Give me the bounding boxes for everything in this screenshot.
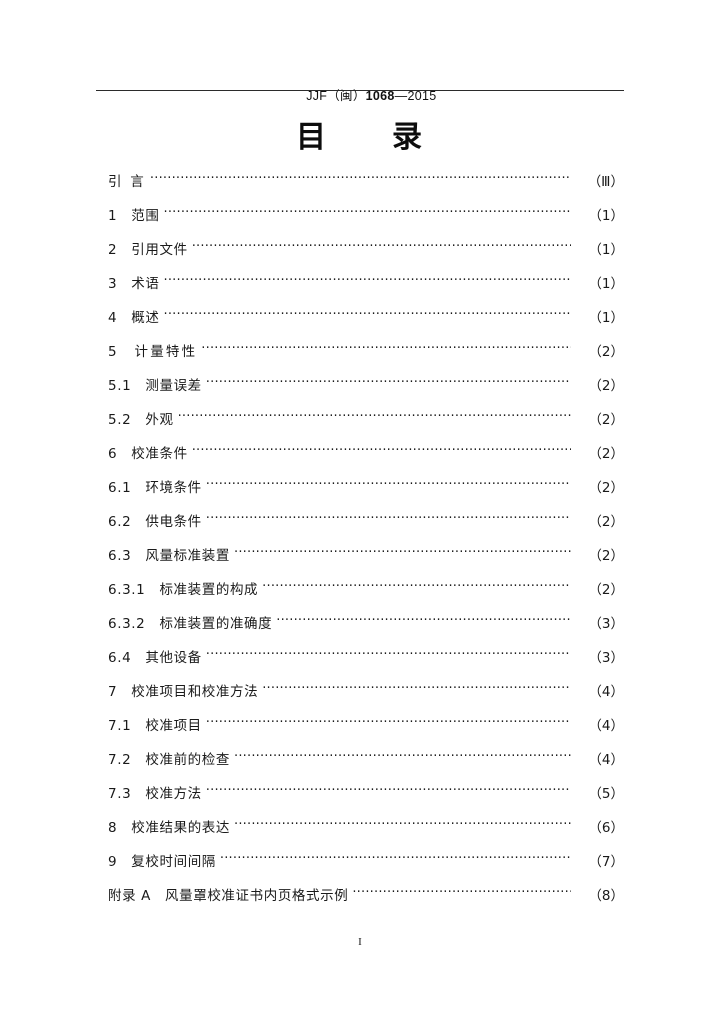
toc-entry-page-number: （2） — [588, 548, 624, 564]
toc-entry[interactable]: 7 校准项目和校准方法 （4） — [108, 680, 624, 714]
header-prefix: JJF（闽） — [306, 89, 366, 103]
toc-entry-page-number: （1） — [588, 208, 624, 224]
toc-entry-page-number: （Ⅲ） — [587, 174, 624, 190]
toc-entry[interactable]: 6.3.1 标准装置的构成 （2） — [108, 578, 624, 612]
toc-entry-label: 6 校准条件 — [108, 446, 188, 462]
toc-entry-page-number: （2） — [588, 480, 624, 496]
toc-entry[interactable]: 4 概述 （1） — [108, 306, 624, 340]
toc-entry[interactable]: 1 范围 （1） — [108, 204, 624, 238]
toc-entry-label: 7.2 校准前的检查 — [108, 752, 230, 768]
toc-entry-label: 3 术语 — [108, 276, 160, 292]
toc-entry-label: 2 引用文件 — [108, 242, 188, 258]
page-title: 目 录 — [296, 120, 424, 155]
toc-entry-label: 6.4 其他设备 — [108, 650, 202, 666]
toc-dot-leader — [262, 581, 571, 594]
toc-dot-leader — [178, 411, 571, 424]
toc-dot-leader — [164, 309, 572, 322]
toc-entry-page-number: （1） — [588, 242, 624, 258]
toc-entry[interactable]: 6.3.2 标准装置的准确度 （3） — [108, 612, 624, 646]
toc-dot-leader — [201, 343, 571, 356]
toc-entry-label: 附录 A 风量罩校准证书内页格式示例 — [108, 888, 349, 904]
header-year: —2015 — [394, 89, 437, 103]
toc-entry[interactable]: 7.2 校准前的检查 （4） — [108, 748, 624, 782]
toc-entry-page-number: （3） — [588, 616, 624, 632]
toc-entry-page-number: （5） — [588, 786, 624, 802]
toc-entry-page-number: （6） — [588, 820, 624, 836]
toc-entry-label: 4 概述 — [108, 310, 160, 326]
toc-dot-leader — [192, 241, 571, 254]
toc-entry-label: 6.3.2 标准装置的准确度 — [108, 616, 273, 632]
toc-dot-leader — [262, 683, 571, 696]
toc-entry[interactable]: 7.1 校准项目 （4） — [108, 714, 624, 748]
toc-dot-leader — [234, 819, 571, 832]
toc-entry-page-number: （4） — [588, 718, 624, 734]
toc-entry-page-number: （7） — [588, 854, 624, 870]
toc-entry[interactable]: 6.2 供电条件 （2） — [108, 510, 624, 544]
toc-entry-label: 7.1 校准项目 — [108, 718, 202, 734]
toc-entry[interactable]: 8 校准结果的表达 （6） — [108, 816, 624, 850]
toc-entry-label: 引 言 — [108, 174, 146, 190]
toc-entry-page-number: （1） — [588, 310, 624, 326]
toc-entry[interactable]: 7.3 校准方法 （5） — [108, 782, 624, 816]
header-divider-rule — [96, 90, 624, 91]
toc-entry[interactable]: 附录 A 风量罩校准证书内页格式示例 （8） — [108, 884, 624, 918]
toc-dot-leader — [164, 275, 572, 288]
toc-dot-leader — [206, 717, 571, 730]
toc-entry-page-number: （8） — [588, 888, 624, 904]
toc-dot-leader — [192, 445, 571, 458]
toc-dot-leader — [150, 173, 571, 186]
toc-entry[interactable]: 引 言 （Ⅲ） — [108, 170, 624, 204]
toc-dot-leader — [206, 377, 571, 390]
toc-entry-page-number: （3） — [588, 650, 624, 666]
toc-entry-page-number: （2） — [588, 514, 624, 530]
toc-entry-label: 6.3.1 标准装置的构成 — [108, 582, 259, 598]
toc-entry[interactable]: 6.3 风量标准装置 （2） — [108, 544, 624, 578]
toc-entry-label: 7.3 校准方法 — [108, 786, 202, 802]
table-of-contents: 引 言 （Ⅲ） 1 范围 （1） 2 引用文件 （1） 3 术语 （1） 4 概述 （1） 5 计量… — [108, 170, 624, 918]
toc-entry-page-number: （2） — [588, 446, 624, 462]
toc-entry-page-number: （2） — [588, 582, 624, 598]
toc-entry-label: 5.2 外观 — [108, 412, 174, 428]
toc-entry-label: 1 范围 — [108, 208, 160, 224]
toc-dot-leader — [206, 785, 571, 798]
toc-entry-page-number: （2） — [588, 412, 624, 428]
toc-dot-leader — [206, 649, 571, 662]
toc-entry-page-number: （1） — [588, 276, 624, 292]
toc-entry-label: 5 计量特性 — [108, 344, 198, 360]
toc-entry-label: 6.3 风量标准装置 — [108, 548, 230, 564]
toc-entry[interactable]: 5.2 外观 （2） — [108, 408, 624, 442]
toc-dot-leader — [352, 887, 571, 900]
toc-entry-page-number: （4） — [588, 684, 624, 700]
footer-page-number: I — [358, 936, 362, 948]
toc-entry[interactable]: 5.1 测量误差 （2） — [108, 374, 624, 408]
toc-entry-page-number: （2） — [588, 344, 624, 360]
toc-entry-label: 6.1 环境条件 — [108, 480, 202, 496]
toc-entry[interactable]: 6.4 其他设备 （3） — [108, 646, 624, 680]
toc-entry[interactable]: 6 校准条件 （2） — [108, 442, 624, 476]
toc-entry-label: 5.1 测量误差 — [108, 378, 202, 394]
header-code-number: 1068 — [365, 89, 395, 103]
toc-dot-leader — [206, 479, 571, 492]
toc-dot-leader — [276, 615, 571, 628]
toc-entry-page-number: （4） — [588, 752, 624, 768]
toc-dot-leader — [234, 547, 571, 560]
toc-entry[interactable]: 6.1 环境条件 （2） — [108, 476, 624, 510]
toc-entry-label: 6.2 供电条件 — [108, 514, 202, 530]
toc-entry-label: 8 校准结果的表达 — [108, 820, 230, 836]
toc-entry[interactable]: 9 复校时间间隔 （7） — [108, 850, 624, 884]
toc-entry[interactable]: 2 引用文件 （1） — [108, 238, 624, 272]
toc-entry[interactable]: 3 术语 （1） — [108, 272, 624, 306]
running-header: JJF（闽）1068—2015 — [96, 71, 624, 119]
toc-entry-label: 9 复校时间间隔 — [108, 854, 216, 870]
toc-entry[interactable]: 5 计量特性 （2） — [108, 340, 624, 374]
toc-entry-label: 7 校准项目和校准方法 — [108, 684, 259, 700]
toc-dot-leader — [220, 853, 571, 866]
toc-entry-page-number: （2） — [588, 378, 624, 394]
toc-dot-leader — [234, 751, 571, 764]
toc-dot-leader — [206, 513, 571, 526]
toc-dot-leader — [164, 207, 572, 220]
header-standard-code: JJF（闽）1068—2015 — [284, 71, 437, 118]
